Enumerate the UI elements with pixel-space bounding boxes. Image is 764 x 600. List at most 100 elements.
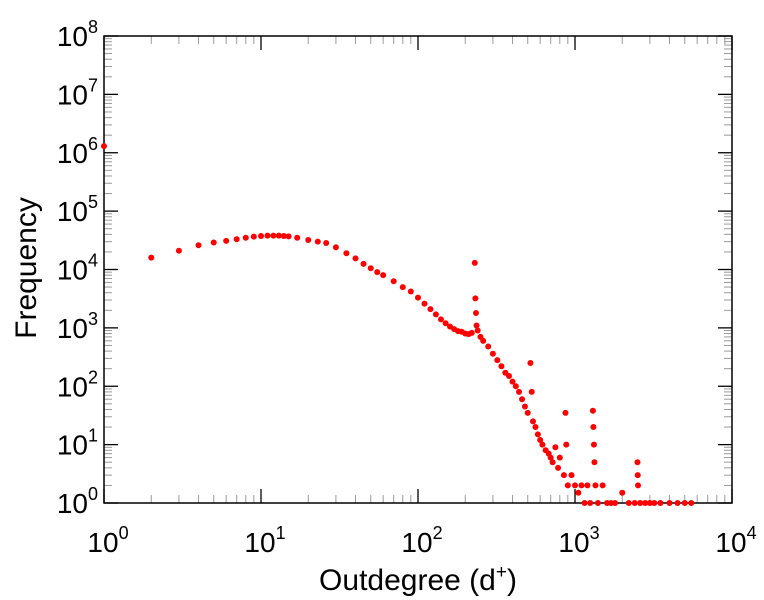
data-point: [195, 242, 202, 249]
data-point: [280, 232, 287, 239]
data-point: [631, 500, 638, 506]
data-point: [101, 143, 107, 150]
data-point: [581, 500, 588, 506]
y-tick-label: 104: [57, 251, 98, 286]
data-point: [651, 500, 658, 506]
data-point: [509, 378, 516, 385]
data-point: [175, 247, 182, 254]
data-point: [332, 244, 339, 251]
data-point: [506, 372, 513, 379]
y-axis-title: Frequency: [10, 197, 43, 339]
data-point: [399, 284, 406, 291]
data-point: [489, 350, 496, 357]
major-ticks: [103, 35, 733, 504]
data-point: [634, 472, 641, 479]
data-point: [437, 316, 444, 323]
data-point: [390, 278, 397, 285]
data-point: [556, 454, 563, 461]
y-tick-label: 105: [57, 192, 98, 227]
data-point: [233, 236, 240, 243]
data-point: [473, 322, 480, 329]
data-point: [666, 500, 673, 506]
data-point: [250, 233, 257, 240]
data-point: [223, 237, 230, 244]
data-point: [532, 424, 539, 431]
x-tick-label: 100: [87, 523, 128, 558]
data-point: [592, 482, 599, 489]
data-point: [512, 383, 519, 390]
data-point: [642, 500, 649, 506]
data-point: [148, 254, 155, 261]
data-point: [524, 409, 531, 416]
data-point: [352, 255, 359, 262]
y-tick-label: 108: [57, 17, 98, 52]
minor-ticks: [104, 36, 732, 503]
data-point: [275, 232, 282, 239]
data-point: [528, 388, 535, 395]
data-point: [242, 234, 249, 241]
y-tick-label: 100: [57, 484, 98, 519]
data-point: [547, 454, 554, 461]
data-point: [589, 407, 596, 414]
data-point: [572, 482, 578, 489]
data-point: [472, 309, 479, 316]
data-point: [534, 431, 541, 438]
data-point: [498, 363, 505, 370]
data-point: [634, 459, 641, 466]
data-point: [529, 418, 536, 425]
data-point: [646, 500, 653, 506]
data-point: [294, 234, 301, 241]
x-tick-label: 102: [401, 523, 442, 558]
data-point: [527, 360, 534, 367]
data-point: [590, 441, 597, 448]
data-point: [343, 250, 350, 257]
data-point: [539, 441, 546, 448]
data-point: [575, 489, 582, 496]
data-point: [485, 343, 492, 350]
data-point: [562, 409, 569, 416]
data-point: [305, 237, 312, 244]
data-point: [637, 500, 644, 506]
data-point: [599, 482, 606, 489]
y-tick-label: 103: [57, 309, 98, 344]
data-point: [516, 388, 523, 395]
x-tick-labels: 100 101 102 103 104: [87, 523, 756, 558]
data-point: [563, 441, 570, 448]
data-point: [604, 500, 611, 506]
data-point: [587, 500, 594, 506]
data-point: [285, 233, 292, 240]
data-point: [442, 320, 449, 327]
data-point: [360, 260, 367, 267]
data-point: [552, 444, 559, 451]
data-point: [549, 459, 556, 466]
data-point: [270, 232, 277, 239]
data-point: [471, 259, 478, 266]
data-point: [584, 482, 591, 489]
data-point: [374, 269, 381, 276]
data-point: [657, 500, 664, 506]
data-point: [407, 288, 414, 295]
data-point: [594, 500, 601, 506]
data-point: [688, 500, 695, 506]
plot-frame: [103, 35, 733, 504]
data-point: [264, 232, 271, 239]
x-tick-label: 104: [715, 523, 756, 558]
data-point: [474, 327, 481, 334]
data-point: [612, 500, 619, 506]
data-point: [323, 239, 330, 246]
data-point: [591, 459, 598, 466]
x-axis-title: Outdegree (d+): [319, 562, 517, 597]
data-point: [560, 472, 567, 479]
data-point: [472, 295, 479, 302]
data-point: [555, 464, 562, 471]
data-point: [367, 265, 374, 272]
data-point: [635, 482, 642, 489]
x-tick-label: 103: [558, 523, 599, 558]
data-point: [537, 437, 544, 443]
data-point: [521, 403, 528, 410]
data-point: [681, 500, 688, 506]
data-point: [427, 306, 434, 313]
data-point: [415, 294, 421, 301]
